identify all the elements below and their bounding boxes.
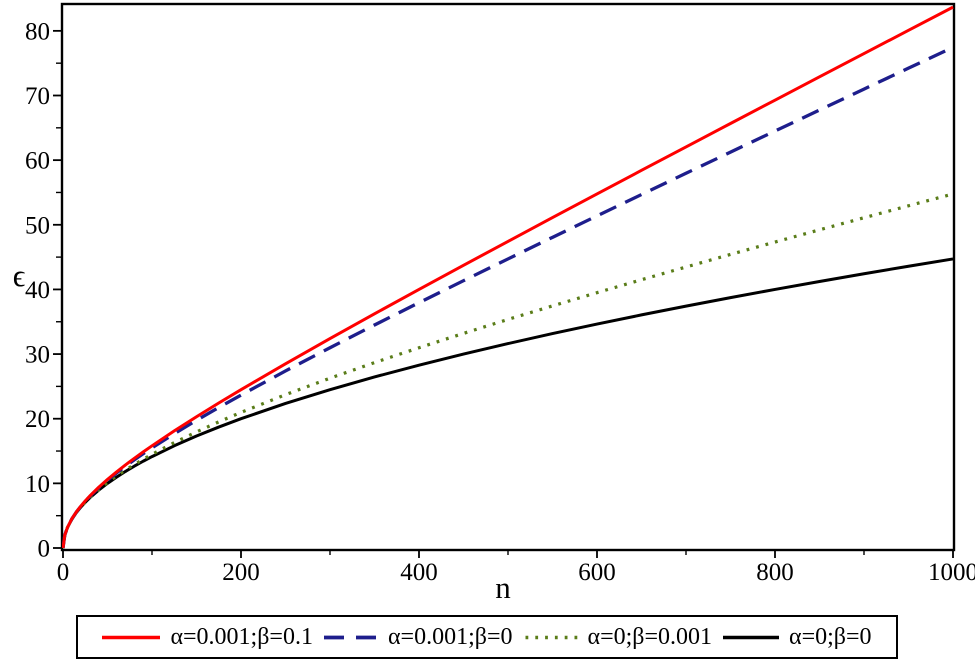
y-tick-label: 60 [25,148,50,175]
x-tick-label: 400 [400,559,438,586]
legend-label: α=0;β=0.001 [587,624,713,650]
x-tick-label: 0 [57,559,70,586]
x-axis-label: n [495,570,511,605]
y-tick-label: 30 [25,342,50,369]
x-tick-label: 800 [756,559,794,586]
x-tick-label: 1000 [928,559,975,586]
legend-swatch-red-solid-line-icon [102,635,161,639]
legend-label: α=0;β=0 [789,624,872,650]
y-tick-label: 10 [25,471,50,498]
x-tick-label: 200 [222,559,260,586]
legend-item: α=0;β=0 [723,625,872,649]
x-tick-label: 600 [578,559,616,586]
y-tick-label: 20 [25,406,50,433]
y-tick-label: 50 [25,212,50,239]
curve-0 [62,5,954,549]
curve-1 [62,45,954,549]
legend-item: α=0.001;β=0 [323,624,513,650]
y-tick-label: 70 [25,83,50,110]
y-tick-label: 80 [25,18,50,45]
legend-swatch-green-dotted-line-icon [525,635,578,639]
legend-swatch-blue-dashed-line-icon [323,635,378,639]
legend-item: α=0;β=0.001 [524,624,713,650]
legend-item: α=0.001;β=0.1 [102,625,313,649]
legend-swatch-black-solid-line-icon [723,635,780,639]
y-axis-label: ϵ [12,258,26,293]
legend-label: α=0.001;β=0.1 [170,624,313,650]
y-tick-label: 0 [38,536,51,563]
y-tick-label: 40 [25,277,50,304]
legend-label: α=0.001;β=0 [387,624,513,650]
curve-2 [62,192,954,549]
plot-area: 0 200 400 600 800 1000 0 10 20 30 40 50 60 70 80 [25,2,975,586]
curve-3 [62,257,954,549]
plot-box [60,2,956,552]
legend: α=0.001;β=0.1 α=0.001;β=0 α=0;β=0.001 α=… [76,615,898,659]
